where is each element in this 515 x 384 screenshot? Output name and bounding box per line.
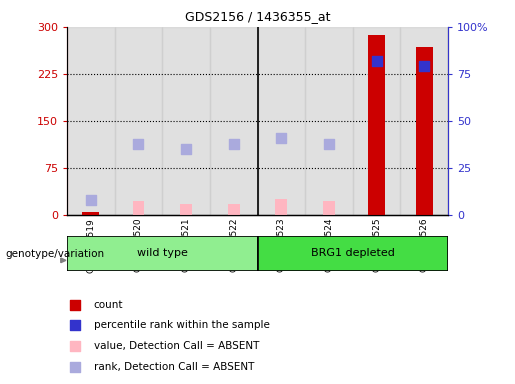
Bar: [276, 199, 287, 215]
Text: percentile rank within the sample: percentile rank within the sample: [94, 320, 269, 330]
Bar: [258, 27, 305, 215]
Point: [71, 322, 79, 328]
Bar: [67, 27, 115, 215]
Point: [325, 141, 333, 147]
Point: [87, 197, 95, 203]
Bar: [305, 27, 353, 215]
Text: genotype/variation: genotype/variation: [5, 249, 104, 259]
Text: GDS2156 / 1436355_at: GDS2156 / 1436355_at: [185, 10, 330, 23]
Bar: [162, 27, 210, 215]
Bar: [401, 27, 448, 215]
Point: [230, 141, 238, 147]
FancyBboxPatch shape: [258, 236, 448, 271]
Bar: [180, 204, 192, 215]
Bar: [416, 47, 433, 215]
Text: BRG1 depleted: BRG1 depleted: [311, 248, 394, 258]
Point: [71, 343, 79, 349]
Bar: [368, 35, 385, 215]
Point: [277, 135, 285, 141]
Point: [182, 146, 190, 152]
Point: [420, 63, 428, 70]
Text: count: count: [94, 300, 123, 310]
Bar: [114, 27, 162, 215]
Text: rank, Detection Call = ABSENT: rank, Detection Call = ABSENT: [94, 362, 254, 372]
Point: [71, 301, 79, 308]
Polygon shape: [61, 258, 66, 263]
Bar: [323, 201, 335, 215]
FancyBboxPatch shape: [67, 236, 258, 271]
Bar: [228, 204, 239, 215]
Text: wild type: wild type: [137, 248, 187, 258]
Point: [71, 364, 79, 370]
Point: [134, 141, 143, 147]
Bar: [210, 27, 258, 215]
Text: value, Detection Call = ABSENT: value, Detection Call = ABSENT: [94, 341, 259, 351]
Bar: [353, 27, 401, 215]
Bar: [82, 212, 99, 215]
Point: [372, 58, 381, 64]
Bar: [132, 201, 144, 215]
